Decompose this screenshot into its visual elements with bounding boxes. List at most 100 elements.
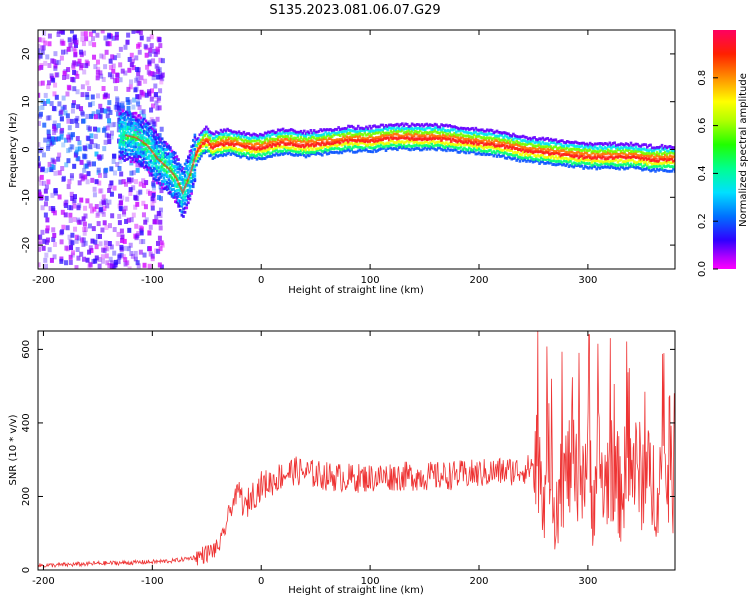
heatmap-cell xyxy=(649,155,652,158)
heatmap-cell xyxy=(615,167,618,171)
heatmap-cell xyxy=(471,150,474,154)
heatmap-cell xyxy=(588,161,592,165)
heatmap-cell xyxy=(128,152,131,156)
heatmap-cell xyxy=(237,130,241,134)
heatmap-cell xyxy=(404,140,407,144)
heatmap-cell xyxy=(655,159,659,163)
heatmap-cell xyxy=(177,204,180,208)
heatmap-cell xyxy=(147,122,151,126)
heatmap-cell xyxy=(583,142,587,146)
heatmap-cell xyxy=(456,136,460,139)
heatmap-cell xyxy=(242,130,246,134)
heatmap-cell xyxy=(304,144,308,148)
heatmap-cell xyxy=(81,216,86,222)
heatmap-cell xyxy=(135,94,140,100)
heatmap-cell xyxy=(156,159,159,163)
heatmap-cell xyxy=(494,145,497,148)
heatmap-cell xyxy=(82,69,87,75)
heatmap-cell xyxy=(538,140,541,144)
heatmap-cell xyxy=(174,179,177,183)
heatmap-cell xyxy=(109,244,114,250)
heatmap-cell xyxy=(268,140,272,144)
heatmap-cell xyxy=(580,160,584,164)
heatmap-cell xyxy=(497,134,500,138)
heatmap-cell xyxy=(227,133,231,137)
heatmap-cell xyxy=(257,138,260,142)
heatmap-cell xyxy=(213,150,216,153)
x-tick-label: -200 xyxy=(32,576,55,587)
heatmap-cell xyxy=(590,157,594,161)
heatmap-cell xyxy=(660,166,664,170)
heatmap-cell xyxy=(451,133,455,137)
heatmap-cell xyxy=(577,163,581,167)
heatmap-cell xyxy=(314,140,318,144)
heatmap-cell xyxy=(72,194,77,200)
heatmap-cell xyxy=(425,126,429,130)
heatmap-cell xyxy=(329,137,332,140)
heatmap-cell xyxy=(78,173,83,179)
heatmap-cell xyxy=(89,139,94,145)
heatmap-cell xyxy=(67,179,72,185)
heatmap-cell xyxy=(587,146,590,150)
heatmap-cell xyxy=(587,162,590,166)
x-tick-label: 0 xyxy=(258,275,264,286)
heatmap-cell xyxy=(116,231,121,237)
heatmap-cell xyxy=(242,141,246,145)
heatmap-cell xyxy=(365,128,368,132)
heatmap-cell xyxy=(154,149,157,153)
heatmap-cell xyxy=(123,70,128,76)
heatmap-cell xyxy=(515,136,518,140)
heatmap-cell xyxy=(557,159,561,163)
heatmap-cell xyxy=(534,140,538,144)
heatmap-cell xyxy=(569,150,572,154)
heatmap-cell xyxy=(654,162,657,166)
heatmap-cell xyxy=(71,39,76,45)
heatmap-cell xyxy=(201,144,205,148)
heatmap-cell xyxy=(360,132,363,136)
heatmap-cell xyxy=(177,170,180,174)
heatmap-cell xyxy=(624,146,628,149)
heatmap-cell xyxy=(566,150,569,154)
heatmap-cell xyxy=(154,100,159,106)
heatmap-cell xyxy=(626,149,630,152)
heatmap-cell xyxy=(156,178,159,182)
heatmap-cell xyxy=(237,141,241,145)
heatmap-cell xyxy=(118,109,123,115)
heatmap-cell xyxy=(224,153,228,157)
heatmap-cell xyxy=(260,143,264,147)
x-tick-label: 200 xyxy=(469,275,488,286)
heatmap-cell xyxy=(512,151,515,155)
heatmap-cell xyxy=(659,155,662,159)
heatmap-cell xyxy=(167,144,171,148)
heatmap-cell xyxy=(142,124,146,128)
heatmap-cell xyxy=(641,159,644,163)
heatmap-cell xyxy=(632,152,636,156)
y-tick-label: -10 xyxy=(21,189,32,205)
heatmap-cell xyxy=(144,137,148,141)
heatmap-cell xyxy=(226,135,229,138)
heatmap-cell xyxy=(236,148,239,152)
heatmap-cell xyxy=(353,133,357,137)
heatmap-cell xyxy=(294,152,298,156)
heatmap-cell xyxy=(110,122,115,128)
heatmap-cell xyxy=(167,146,171,150)
heatmap-cell xyxy=(183,178,187,182)
heatmap-cell xyxy=(123,125,126,129)
heatmap-cell xyxy=(188,150,192,153)
heatmap-cell xyxy=(93,64,98,70)
heatmap-cell xyxy=(126,125,130,129)
heatmap-cell xyxy=(72,69,77,75)
heatmap-cell xyxy=(51,227,56,233)
heatmap-cell xyxy=(360,141,363,145)
heatmap-cell xyxy=(549,141,553,144)
heatmap-cell xyxy=(133,148,136,152)
heatmap-cell xyxy=(304,141,308,145)
heatmap-cell xyxy=(345,130,349,134)
heatmap-cell xyxy=(149,145,153,149)
heatmap-cell xyxy=(499,144,502,148)
heatmap-cell xyxy=(618,159,621,162)
heatmap-cell xyxy=(646,162,649,166)
heatmap-cell xyxy=(135,167,140,173)
heatmap-cell xyxy=(280,149,283,153)
heatmap-cell xyxy=(505,140,509,144)
